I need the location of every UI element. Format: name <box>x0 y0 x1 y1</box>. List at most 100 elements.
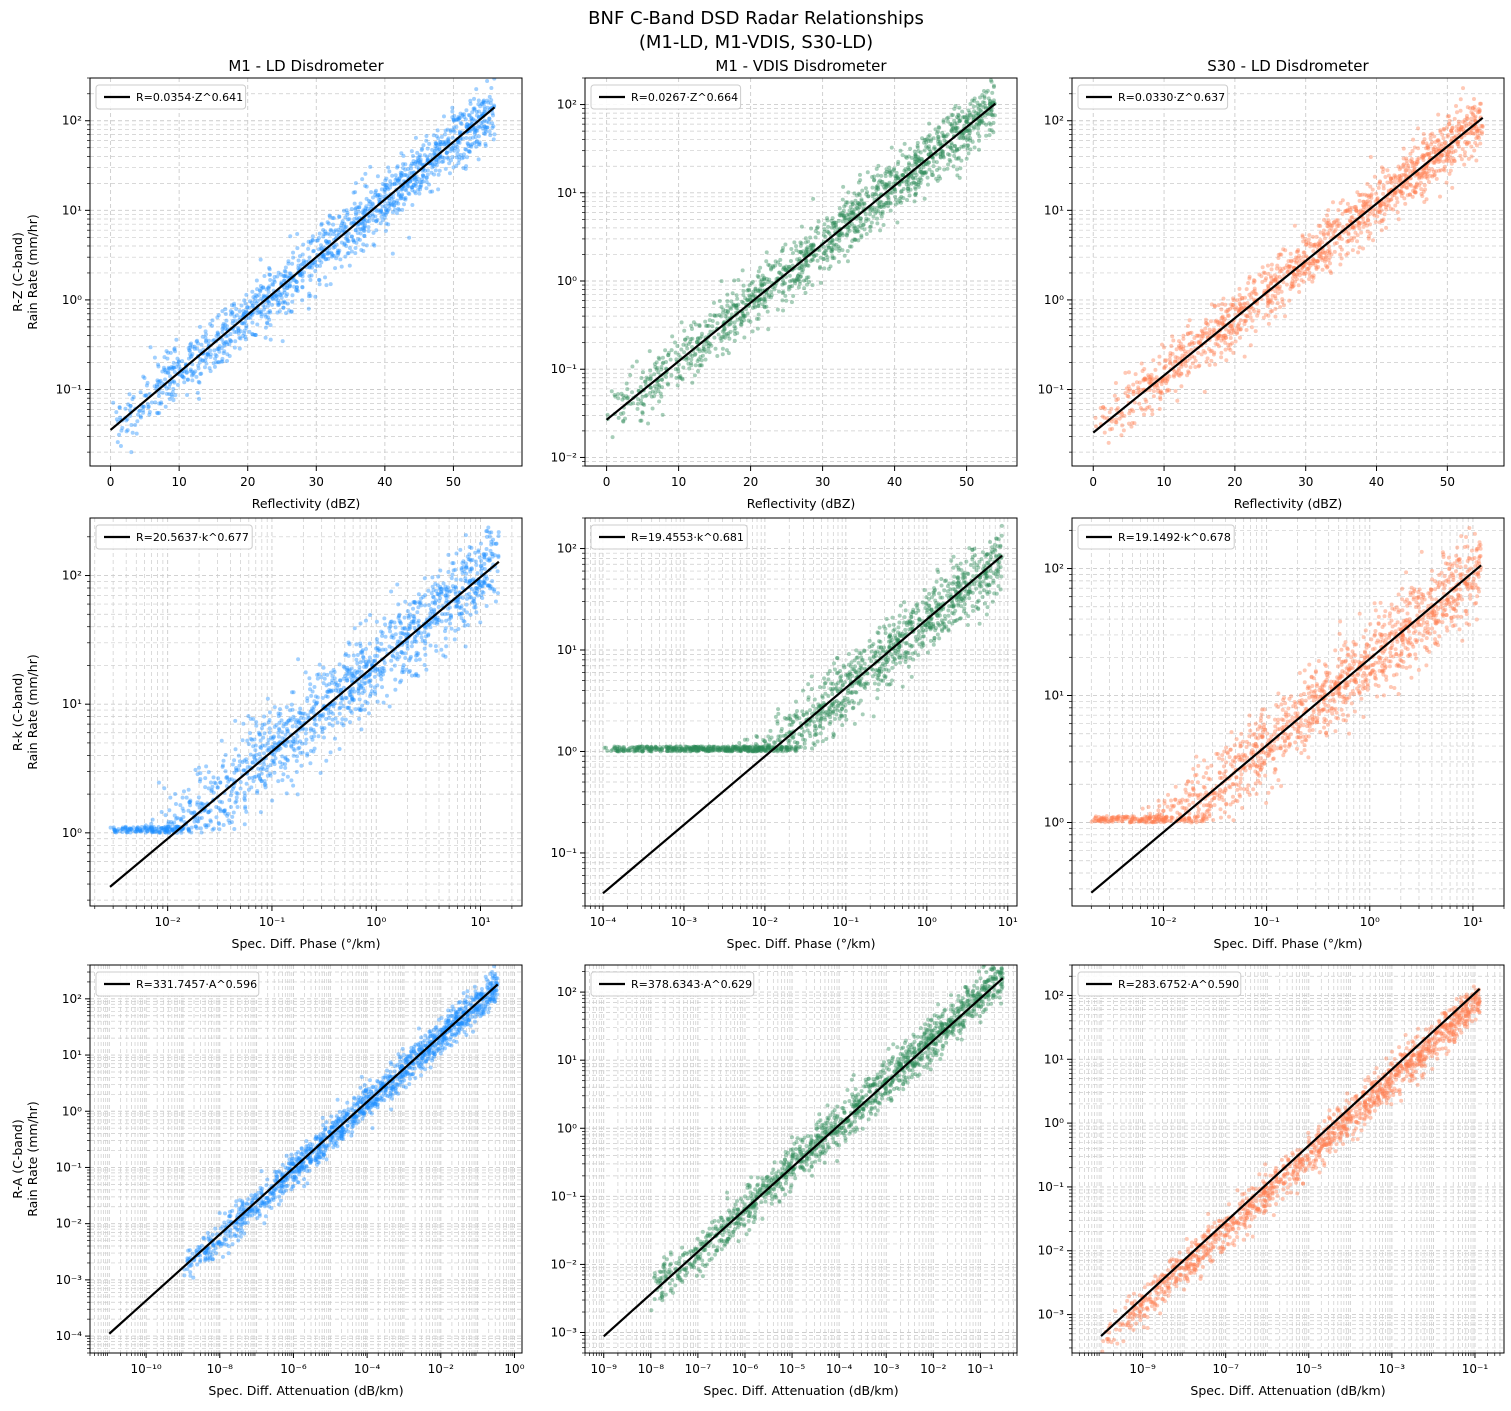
scatter-point <box>242 321 247 326</box>
scatter-point <box>609 389 614 394</box>
scatter-point <box>351 238 356 243</box>
scatter-point <box>138 390 143 395</box>
legend-label: R=0.0354·Z^0.641 <box>136 91 243 104</box>
scatter-point <box>125 428 130 433</box>
scatter-point <box>345 210 350 215</box>
scatter-point <box>191 372 196 377</box>
scatter-point <box>845 259 850 264</box>
scatter-point <box>163 404 168 409</box>
legend: R=0.0354·Z^0.641 <box>95 84 247 110</box>
scatter-point <box>243 310 248 315</box>
scatter-point <box>934 176 939 181</box>
scatter-point <box>285 292 290 297</box>
scatter-point <box>167 385 172 390</box>
scatter-point <box>126 402 131 407</box>
scatter-point <box>946 162 951 167</box>
scatter-point <box>359 247 364 252</box>
scatter-point <box>1381 217 1386 222</box>
scatter-point <box>359 227 364 232</box>
scatter-point <box>757 300 762 305</box>
scatter-point <box>483 143 488 148</box>
scatter-point <box>959 144 964 149</box>
scatter-point <box>912 199 917 204</box>
scatter-point <box>1160 391 1165 396</box>
scatter-point <box>1203 317 1208 322</box>
scatter-point <box>1151 389 1156 394</box>
scatter-point <box>352 239 357 244</box>
scatter-point <box>975 103 980 108</box>
scatter-point <box>250 304 255 309</box>
scatter-point <box>443 139 448 144</box>
scatter-point <box>868 224 873 229</box>
scatter-point <box>799 267 804 272</box>
scatter-point <box>406 167 411 172</box>
scatter-point <box>474 138 479 143</box>
scatter-point <box>748 294 753 299</box>
scatter-point <box>755 274 760 279</box>
scatter-point <box>247 299 252 304</box>
scatter-point <box>1356 220 1361 225</box>
scatter-point <box>1454 104 1459 109</box>
scatter-point <box>394 181 399 186</box>
scatter-point <box>888 201 893 206</box>
scatter-point <box>248 315 253 320</box>
scatter-point <box>653 390 658 395</box>
scatter-point <box>896 200 901 205</box>
scatter-point <box>146 405 151 410</box>
y-axis-label-line: R-Z (C-band) <box>10 232 25 312</box>
scatter-point <box>216 313 221 318</box>
scatter-point <box>1323 263 1328 268</box>
scatter-point <box>816 231 821 236</box>
scatter-point <box>794 277 799 282</box>
scatter-point <box>390 202 395 207</box>
scatter-point <box>1335 224 1340 229</box>
scatter-point <box>734 303 739 308</box>
scatter-point <box>1284 263 1289 268</box>
scatter-point <box>652 362 657 367</box>
scatter-point <box>351 238 356 243</box>
scatter-point <box>464 108 469 113</box>
scatter-point <box>911 176 916 181</box>
scatter-point <box>229 303 234 308</box>
scatter-point <box>801 249 806 254</box>
scatter-point <box>321 234 326 239</box>
scatter-point <box>230 310 235 315</box>
scatter-point <box>742 313 747 318</box>
scatter-point <box>864 192 869 197</box>
scatter-point <box>894 175 899 180</box>
scatter-point <box>954 129 959 134</box>
scatter-point <box>1340 211 1345 216</box>
scatter-point <box>697 363 702 368</box>
scatter-point <box>474 87 479 92</box>
scatter-point <box>445 127 450 132</box>
scatter-point <box>1327 248 1332 253</box>
scatter-point <box>357 205 362 210</box>
scatter-point <box>1208 319 1213 324</box>
scatter-point <box>1354 208 1359 213</box>
scatter-point <box>403 162 408 167</box>
scatter-point <box>223 340 228 345</box>
scatter-point <box>1242 354 1247 359</box>
scatter-point <box>232 314 237 319</box>
scatter-point <box>307 274 312 279</box>
scatter-point <box>393 173 398 178</box>
scatter-point <box>332 229 337 234</box>
scatter-point <box>1325 224 1330 229</box>
scatter-point <box>467 136 472 141</box>
scatter-point <box>1221 337 1226 342</box>
scatter-point <box>966 143 971 148</box>
scatter-point <box>217 360 222 365</box>
scatter-point <box>418 184 423 189</box>
scatter-point <box>768 267 773 272</box>
scatter-point <box>691 320 696 325</box>
scatter-point <box>238 329 243 334</box>
scatter-point <box>364 204 369 209</box>
scatter-point <box>884 169 889 174</box>
scatter-point <box>961 144 966 149</box>
scatter-point <box>1374 191 1379 196</box>
scatter-point <box>363 171 368 176</box>
scatter-point <box>846 227 851 232</box>
scatter-point <box>203 358 208 363</box>
scatter-point <box>473 550 478 555</box>
scatter-point <box>368 164 373 169</box>
